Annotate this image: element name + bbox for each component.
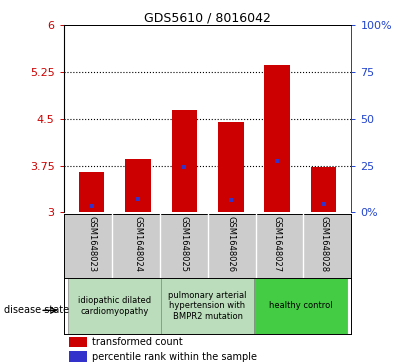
Bar	[125, 159, 151, 212]
Text: GSM1648025: GSM1648025	[180, 216, 189, 272]
Bar	[172, 110, 197, 212]
Text: transformed count: transformed count	[92, 337, 183, 347]
Text: healthy control: healthy control	[268, 301, 332, 310]
Bar	[218, 122, 243, 212]
Text: GSM1648023: GSM1648023	[87, 216, 96, 272]
Bar	[69, 351, 87, 362]
Text: GSM1648027: GSM1648027	[272, 216, 282, 272]
Bar	[79, 172, 104, 212]
Text: GSM1648024: GSM1648024	[134, 216, 143, 272]
Bar	[254, 278, 347, 334]
Bar	[68, 278, 161, 334]
Bar	[69, 337, 87, 347]
Text: percentile rank within the sample: percentile rank within the sample	[92, 352, 257, 362]
Title: GDS5610 / 8016042: GDS5610 / 8016042	[144, 11, 271, 24]
Bar	[161, 278, 254, 334]
Text: pulmonary arterial
hypertension with
BMPR2 mutation: pulmonary arterial hypertension with BMP…	[169, 291, 247, 321]
Text: idiopathic dilated
cardiomyopathy: idiopathic dilated cardiomyopathy	[78, 296, 151, 315]
Bar	[311, 167, 336, 212]
Text: GSM1648028: GSM1648028	[319, 216, 328, 272]
Bar	[264, 65, 290, 212]
Text: disease state: disease state	[4, 305, 69, 315]
Text: GSM1648026: GSM1648026	[226, 216, 235, 272]
